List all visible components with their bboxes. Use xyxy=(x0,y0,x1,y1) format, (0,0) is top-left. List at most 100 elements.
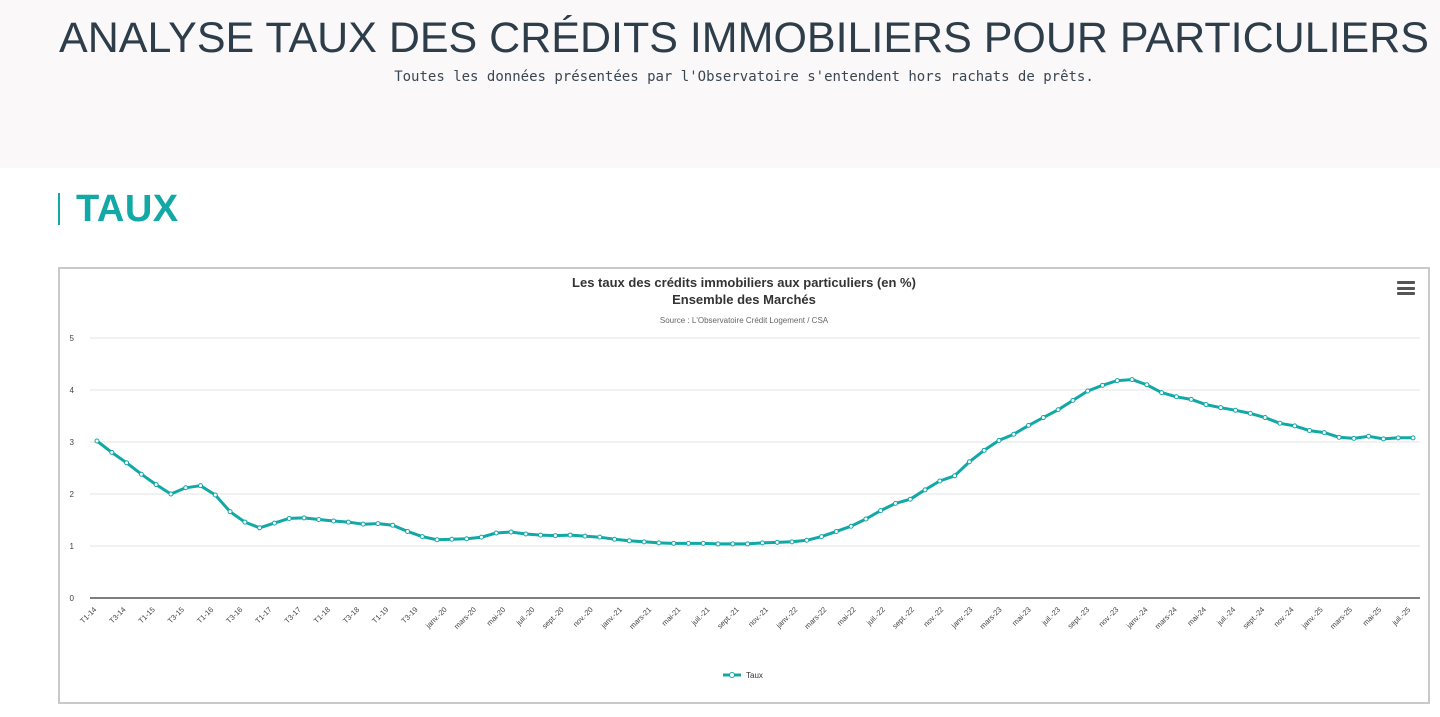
data-point[interactable] xyxy=(863,516,869,522)
data-point[interactable] xyxy=(271,520,277,526)
data-point[interactable] xyxy=(671,540,677,546)
series-line-taux[interactable] xyxy=(95,378,1415,546)
chart-legend[interactable]: Taux xyxy=(723,671,763,680)
data-point[interactable] xyxy=(626,538,632,544)
data-point[interactable] xyxy=(878,508,884,514)
data-point[interactable] xyxy=(375,521,381,527)
data-point[interactable] xyxy=(833,528,839,534)
data-point[interactable] xyxy=(1114,378,1120,384)
data-point[interactable] xyxy=(641,539,647,545)
data-point[interactable] xyxy=(227,509,233,515)
data-point[interactable] xyxy=(1306,428,1312,434)
y-tick-label: 1 xyxy=(70,542,75,551)
data-point[interactable] xyxy=(345,519,351,525)
data-point[interactable] xyxy=(1040,415,1046,421)
data-point[interactable] xyxy=(242,519,248,525)
data-point[interactable] xyxy=(996,437,1002,443)
legend-label[interactable]: Taux xyxy=(746,671,763,680)
data-point[interactable] xyxy=(1336,434,1342,440)
y-tick-label: 0 xyxy=(70,594,75,603)
data-point[interactable] xyxy=(1188,396,1194,402)
data-point[interactable] xyxy=(1085,388,1091,394)
data-point[interactable] xyxy=(1099,382,1105,388)
data-point[interactable] xyxy=(804,537,810,543)
data-point[interactable] xyxy=(286,515,292,521)
data-point[interactable] xyxy=(819,534,825,540)
data-point[interactable] xyxy=(138,471,144,477)
data-point[interactable] xyxy=(1144,382,1150,388)
data-point[interactable] xyxy=(848,523,854,529)
data-point[interactable] xyxy=(405,528,411,534)
data-point[interactable] xyxy=(1203,402,1209,408)
data-point[interactable] xyxy=(508,529,514,535)
data-point[interactable] xyxy=(685,540,691,546)
data-point[interactable] xyxy=(567,532,573,538)
data-point[interactable] xyxy=(523,531,529,537)
data-point[interactable] xyxy=(1026,422,1032,428)
data-point[interactable] xyxy=(538,532,544,538)
data-point[interactable] xyxy=(1277,420,1283,426)
data-point[interactable] xyxy=(1247,410,1253,416)
page-title: ANALYSE TAUX DES CRÉDITS IMMOBILIERS POU… xyxy=(59,14,1429,62)
data-point[interactable] xyxy=(1218,405,1224,411)
data-point[interactable] xyxy=(109,449,115,455)
data-point[interactable] xyxy=(1395,435,1401,441)
data-point[interactable] xyxy=(331,518,337,524)
data-point[interactable] xyxy=(1055,407,1061,413)
data-point[interactable] xyxy=(1011,431,1017,437)
data-point[interactable] xyxy=(582,533,588,539)
data-point[interactable] xyxy=(464,536,470,542)
data-point[interactable] xyxy=(1351,435,1357,441)
data-point[interactable] xyxy=(1292,423,1298,429)
data-point[interactable] xyxy=(198,483,204,489)
data-point[interactable] xyxy=(1173,394,1179,400)
data-point[interactable] xyxy=(656,540,662,546)
data-point[interactable] xyxy=(1380,436,1386,442)
data-point[interactable] xyxy=(700,540,706,546)
data-point[interactable] xyxy=(212,492,218,498)
data-point[interactable] xyxy=(612,536,618,542)
data-point[interactable] xyxy=(966,459,972,465)
data-point[interactable] xyxy=(981,447,987,453)
data-point[interactable] xyxy=(715,541,721,547)
data-point[interactable] xyxy=(552,533,558,539)
data-point[interactable] xyxy=(759,540,765,546)
data-point[interactable] xyxy=(1262,415,1268,421)
data-point[interactable] xyxy=(789,539,795,545)
data-point[interactable] xyxy=(360,521,366,527)
data-point[interactable] xyxy=(183,485,189,491)
data-point[interactable] xyxy=(1129,377,1135,383)
data-point[interactable] xyxy=(419,534,425,540)
data-point[interactable] xyxy=(952,473,958,479)
data-point[interactable] xyxy=(1410,435,1416,441)
data-point[interactable] xyxy=(124,460,130,466)
data-point[interactable] xyxy=(774,539,780,545)
x-tick-label: mai-21 xyxy=(660,605,683,628)
data-point[interactable] xyxy=(745,541,751,547)
data-point[interactable] xyxy=(316,516,322,522)
data-point[interactable] xyxy=(922,487,928,493)
data-point[interactable] xyxy=(1366,433,1372,439)
chart-container xyxy=(58,267,1430,704)
data-point[interactable] xyxy=(478,534,484,540)
data-point[interactable] xyxy=(597,534,603,540)
data-point[interactable] xyxy=(1159,390,1165,396)
data-point[interactable] xyxy=(153,482,159,488)
data-point[interactable] xyxy=(449,536,455,542)
data-point[interactable] xyxy=(94,438,100,444)
data-point[interactable] xyxy=(730,541,736,547)
data-point[interactable] xyxy=(937,478,943,484)
data-point[interactable] xyxy=(301,515,307,521)
data-point[interactable] xyxy=(434,537,440,543)
data-point[interactable] xyxy=(390,522,396,528)
data-point[interactable] xyxy=(1233,407,1239,413)
data-point[interactable] xyxy=(1070,397,1076,403)
x-tick-label: T1-16 xyxy=(195,605,215,625)
data-point[interactable] xyxy=(257,525,263,531)
hamburger-menu-icon[interactable] xyxy=(1397,281,1415,297)
data-point[interactable] xyxy=(907,496,913,502)
data-point[interactable] xyxy=(168,491,174,497)
data-point[interactable] xyxy=(1321,430,1327,436)
data-point[interactable] xyxy=(493,530,499,536)
data-point[interactable] xyxy=(892,500,898,506)
